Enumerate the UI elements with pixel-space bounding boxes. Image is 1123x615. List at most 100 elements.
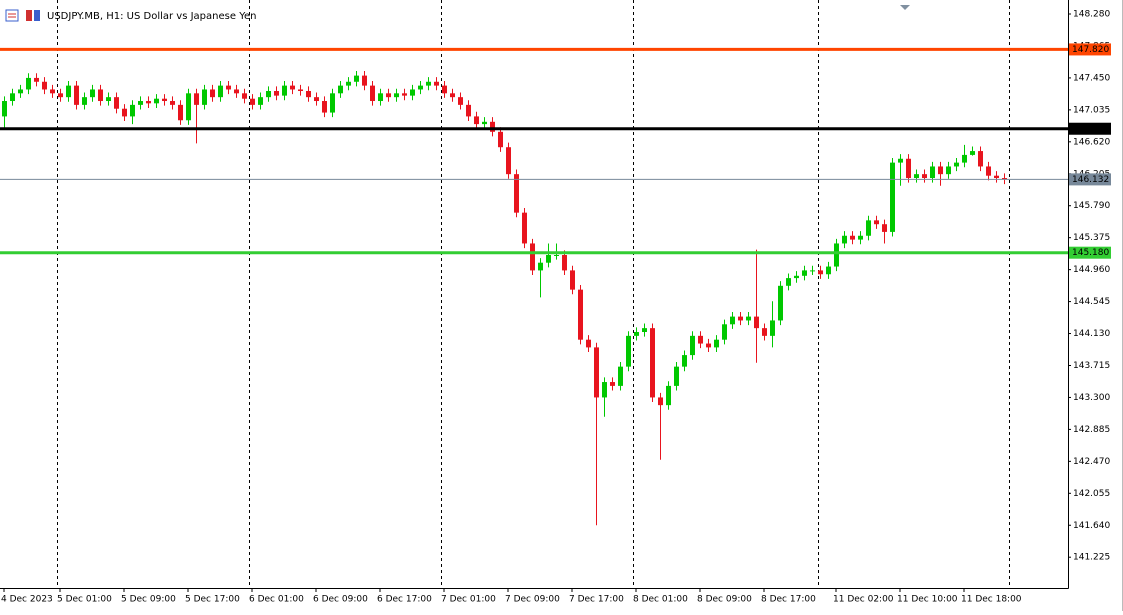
period-separators [57,0,1010,588]
candle-body [594,347,599,398]
chart-title: USDJPY.MB, H1: US Dollar vs Japanese Yen [47,11,256,22]
candle-body [458,97,463,105]
candle-body [962,154,967,163]
y-tick-label: 141.225 [1073,553,1110,563]
candle-body [402,93,407,96]
candle-body [2,101,7,117]
y-tick-label: 142.885 [1073,425,1110,435]
candle-body [442,85,447,94]
candle-body [586,339,591,348]
x-tick-label: 7 Dec 17:00 [569,595,624,605]
candle-body [802,270,807,276]
candle-body [138,101,143,105]
candle-body [42,81,47,90]
candle-body [210,89,215,98]
candle-body [554,255,559,257]
candle-body [194,93,199,105]
candle-body [482,121,487,125]
x-tick-label: 6 Dec 09:00 [313,595,368,605]
candle-body [506,147,511,175]
y-tick-label: 144.130 [1073,329,1110,339]
y-tick-label: 145.375 [1073,233,1110,243]
y-tick-label: 144.960 [1073,265,1110,275]
candle-body [154,98,159,104]
candle-body [314,97,319,102]
candle-body [866,220,871,236]
candle-body [434,81,439,86]
candle-body [842,235,847,244]
x-tick-label: 8 Dec 09:00 [697,595,752,605]
x-tick-label: 11 Dec 18:00 [961,595,1022,605]
candle-body [266,91,271,98]
candle-body [130,104,135,117]
y-tick-label: 143.715 [1073,361,1110,371]
candle-body [786,278,791,286]
x-tick-label: 7 Dec 09:00 [505,595,560,605]
candle-body [746,316,751,321]
candle-body [986,166,991,176]
candle-body [58,93,63,98]
candle-body [226,85,231,90]
candle-body [858,235,863,240]
x-tick-label: 5 Dec 01:00 [57,595,112,605]
candle-body [722,324,727,340]
candle-body [514,174,519,213]
candle-body [50,89,55,94]
candle-body [74,85,79,105]
candle-body [666,385,671,406]
candle-body [282,85,287,96]
candle-body [546,255,551,263]
candle-body [874,220,879,225]
candle-body [978,151,983,167]
candle-body [626,335,631,367]
x-tick-label: 6 Dec 17:00 [377,595,432,605]
y-tick-label: 143.300 [1073,393,1110,403]
candle-body [490,121,495,132]
candle-body [26,77,31,90]
y-tick-label: 144.545 [1073,297,1110,307]
y-tick-label: 148.280 [1073,10,1110,20]
shift-marker [900,5,910,10]
candle-body [602,382,607,398]
candle-body [530,243,535,271]
y-tick-label: 147.035 [1073,105,1110,115]
y-tick-label: 141.640 [1073,521,1110,531]
candle-body [98,89,103,102]
candle-body [450,93,455,98]
candle-body [18,89,23,94]
x-tick-label: 7 Dec 01:00 [441,595,496,605]
candle-body [810,270,815,272]
candle-body [466,104,471,117]
candle-body [90,89,95,98]
icon [5,9,19,22]
candle-body [634,331,639,336]
candle-body [66,85,71,98]
candle-body [186,93,191,121]
y-tick-label: 145.790 [1073,201,1110,211]
candle-body [426,81,431,86]
candle-body [882,224,887,232]
candle-body [106,97,111,102]
candle-body [690,335,695,356]
candle-body [714,339,719,348]
y-tick-label: 146.620 [1073,137,1110,147]
candle-body [698,335,703,344]
candle-body [338,85,343,94]
candle-body [82,97,87,105]
icon [34,10,40,21]
candle-body [914,174,919,179]
icon [26,10,32,21]
candle-body [922,174,927,179]
candle-body [674,366,679,386]
price-label: 147.820 [1072,45,1109,55]
candle-body [146,101,151,104]
candle-body [178,104,183,121]
candle-body [386,93,391,98]
candle-body [946,166,951,175]
price-label-bg [1069,173,1111,186]
plot [0,47,1068,526]
candle-body [1002,178,1007,180]
candle-body [378,93,383,102]
candle-body [850,235,855,240]
candle-body [562,255,567,271]
